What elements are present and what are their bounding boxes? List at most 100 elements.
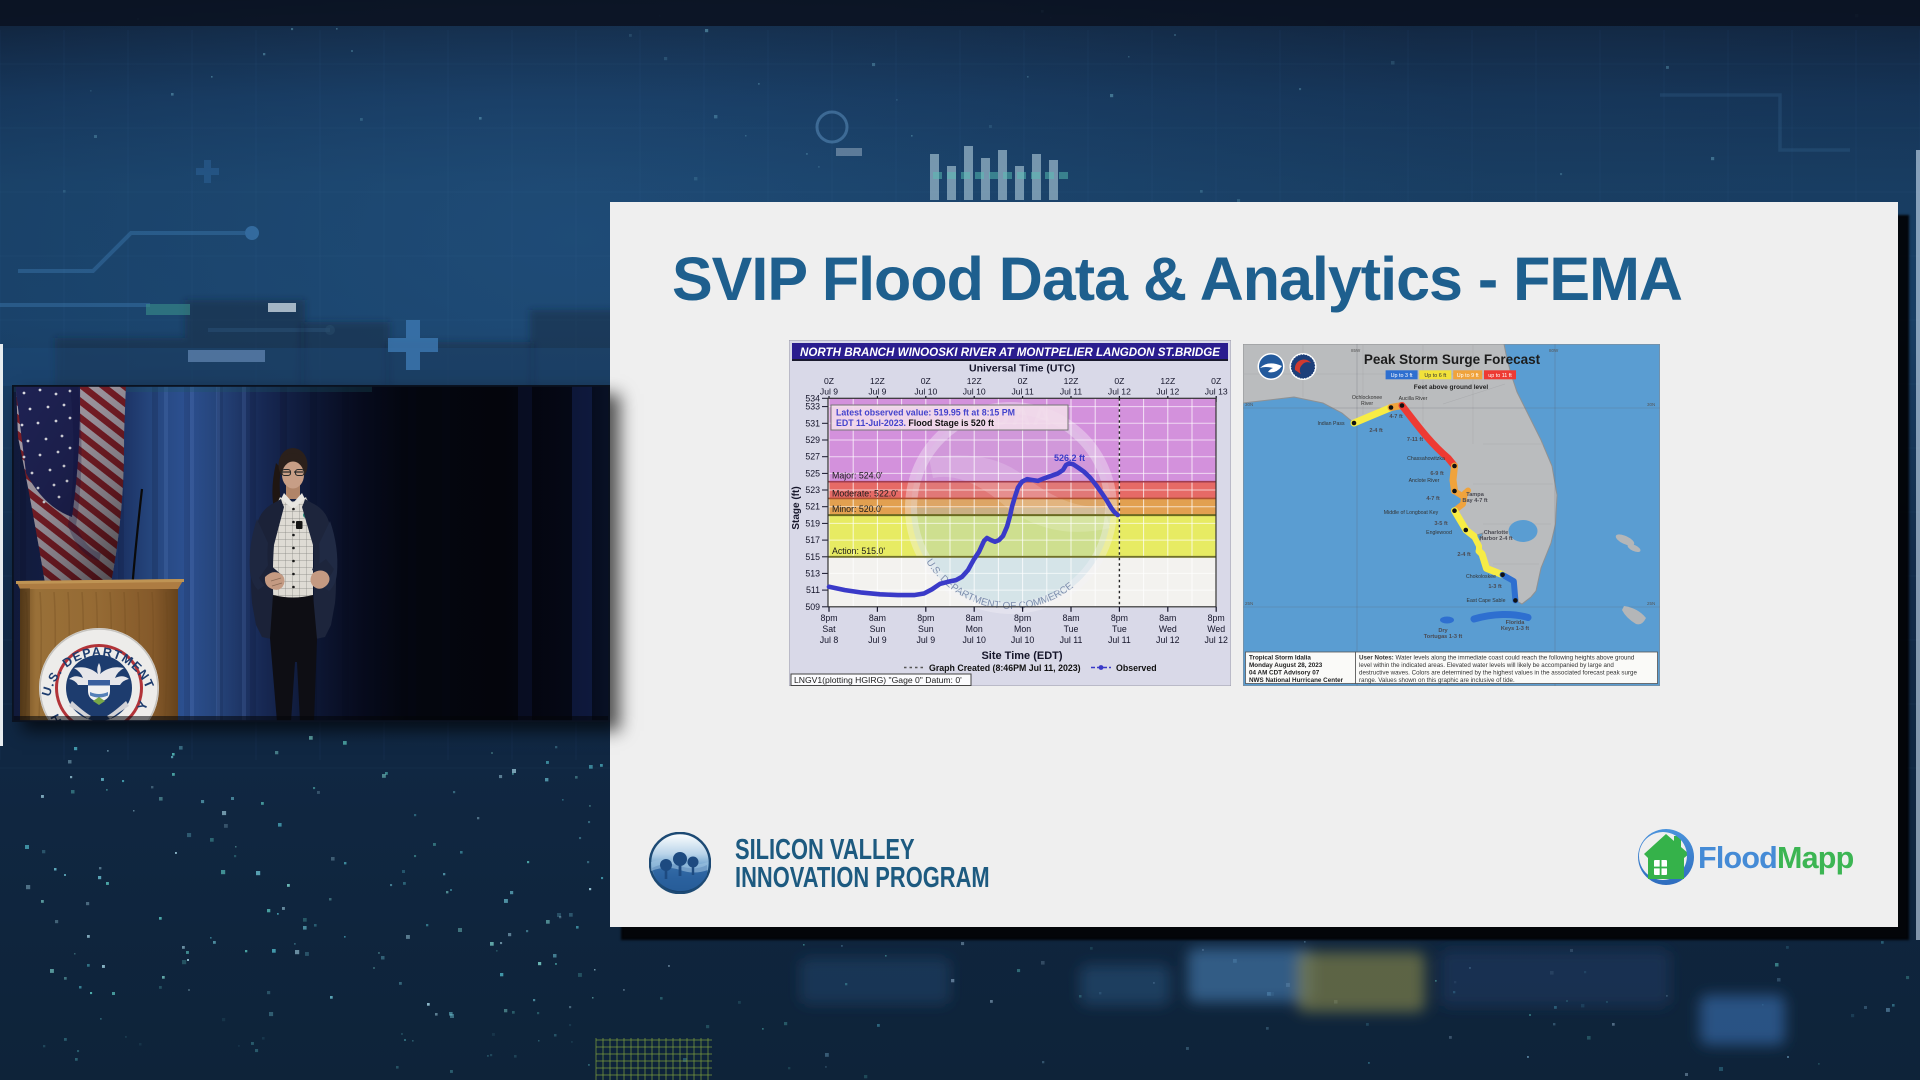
svg-text:8pm: 8pm (1111, 613, 1128, 623)
svg-text:511: 511 (806, 585, 820, 595)
svg-text:Tropical Storm Idalia: Tropical Storm Idalia (1249, 655, 1311, 662)
svg-text:8am: 8am (869, 613, 886, 623)
svg-text:4-7 ft: 4-7 ft (1426, 496, 1440, 502)
svg-text:8am: 8am (1159, 613, 1176, 623)
svg-text:2-4 ft: 2-4 ft (1457, 552, 1471, 558)
svg-text:Tortugas 1-3 ft: Tortugas 1-3 ft (1424, 634, 1463, 640)
svg-text:2-4 ft: 2-4 ft (1369, 428, 1383, 434)
svg-text:Up to 9 ft: Up to 9 ft (1457, 373, 1479, 379)
svg-text:25N: 25N (1647, 601, 1655, 606)
svg-text:Jul 11: Jul 11 (1011, 387, 1034, 397)
svg-text:Mon: Mon (1014, 624, 1031, 634)
svg-text:30N: 30N (1245, 402, 1253, 407)
svg-text:up to 11 ft: up to 11 ft (1488, 373, 1512, 379)
svg-text:Graph Created (8:46PM Jul 11,: Graph Created (8:46PM Jul 11, 2023) (929, 663, 1081, 673)
svg-text:80W: 80W (1549, 348, 1559, 353)
svg-text:Up to 6 ft: Up to 6 ft (1424, 373, 1446, 379)
svg-text:NORTH BRANCH WINOOSKI RIVER AT: NORTH BRANCH WINOOSKI RIVER AT MONTPELIE… (800, 346, 1221, 359)
svg-text:Jul 11: Jul 11 (1060, 635, 1083, 645)
svg-text:Indian Pass: Indian Pass (1317, 421, 1345, 427)
svg-text:521: 521 (805, 502, 820, 512)
svg-text:Up to 3 ft: Up to 3 ft (1391, 373, 1413, 379)
svg-text:527: 527 (805, 452, 820, 462)
svg-text:Jul 11: Jul 11 (1108, 635, 1131, 645)
svg-text:Sat: Sat (822, 624, 836, 634)
svg-text:Charlotte: Charlotte (1484, 530, 1509, 536)
svg-text:531: 531 (805, 418, 820, 428)
svg-text:8pm: 8pm (1208, 613, 1225, 623)
svg-text:12Z: 12Z (1064, 376, 1079, 386)
svg-text:Moderate: 522.0': Moderate: 522.0' (832, 488, 898, 498)
svg-text:Harbor 2-4 ft: Harbor 2-4 ft (1479, 536, 1512, 542)
svg-text:Ochlockonee: Ochlockonee (1352, 395, 1382, 401)
svg-text:Jul 12: Jul 12 (1156, 387, 1179, 397)
svg-text:525: 525 (805, 468, 820, 478)
svg-text:Chokoloskee: Chokoloskee (1466, 574, 1496, 580)
svg-text:Site Time (EDT): Site Time (EDT) (981, 650, 1062, 662)
svg-text:8pm: 8pm (1014, 613, 1031, 623)
svg-text:Universal Time (UTC): Universal Time (UTC) (969, 363, 1075, 375)
svg-text:Jul 10: Jul 10 (962, 635, 986, 645)
svg-text:Anclote River: Anclote River (1409, 478, 1440, 484)
svg-text:Latest observed value: 519.95: Latest observed value: 519.95 ft at 8:15… (836, 408, 1015, 418)
svg-text:513: 513 (805, 568, 820, 578)
svg-text:Tampa: Tampa (1466, 492, 1485, 498)
svg-text:523: 523 (805, 485, 820, 495)
svg-text:Minor: 520.0': Minor: 520.0' (832, 504, 883, 514)
svg-text:526.2 ft: 526.2 ft (1054, 453, 1085, 463)
svg-text:Sun: Sun (870, 624, 886, 634)
svg-text:Jul 9: Jul 9 (917, 635, 936, 645)
svg-text:Jul 13: Jul 13 (1205, 387, 1228, 397)
svg-text:85W: 85W (1351, 348, 1361, 353)
svg-text:User Notes: Water levels along: User Notes: Water levels along the immed… (1359, 655, 1635, 662)
svg-text:12Z: 12Z (870, 376, 885, 386)
svg-text:NWS National Hurricane Center: NWS National Hurricane Center (1249, 677, 1344, 684)
svg-text:515: 515 (805, 552, 820, 562)
svg-text:Major: 524.0': Major: 524.0' (832, 471, 883, 481)
svg-text:517: 517 (805, 535, 820, 545)
svg-text:Tue: Tue (1064, 624, 1079, 634)
svg-text:level within the indicated are: level within the indicated areas. Elevat… (1359, 662, 1614, 669)
svg-text:River: River (1361, 401, 1373, 407)
svg-text:Jul 10: Jul 10 (963, 387, 986, 397)
svg-text:8am: 8am (1062, 613, 1079, 623)
svg-text:Jul 12: Jul 12 (1204, 635, 1228, 645)
svg-text:Peak Storm Surge Forecast: Peak Storm Surge Forecast (1364, 352, 1541, 367)
svg-text:509: 509 (805, 602, 820, 612)
svg-text:Jul 9: Jul 9 (820, 387, 838, 397)
svg-text:12Z: 12Z (1160, 376, 1175, 386)
svg-text:534: 534 (805, 393, 820, 403)
svg-text:8am: 8am (966, 613, 983, 623)
svg-text:EDT 11-Jul-2023. Flood Stage i: EDT 11-Jul-2023. Flood Stage is 520 ft (836, 418, 994, 428)
svg-text:Chassahowitzka: Chassahowitzka (1407, 456, 1445, 462)
svg-text:Keys 1-3 ft: Keys 1-3 ft (1501, 626, 1529, 632)
svg-text:range. Values shown on this gr: range. Values shown on this graphic are … (1359, 677, 1515, 684)
svg-text:Jul 10: Jul 10 (1011, 635, 1035, 645)
svg-text:FloodMapp: FloodMapp (1698, 841, 1854, 875)
svg-text:Stage (ft): Stage (ft) (791, 486, 802, 529)
svg-text:0Z: 0Z (1211, 376, 1221, 386)
svg-text:1-3 ft: 1-3 ft (1488, 584, 1502, 590)
svg-text:LNGV1(plotting HGIRG) "Gage 0": LNGV1(plotting HGIRG) "Gage 0" Datum: 0' (794, 675, 962, 685)
svg-text:7-11 ft: 7-11 ft (1407, 437, 1423, 443)
svg-text:East Cape Sable: East Cape Sable (1467, 598, 1506, 604)
svg-text:Tue: Tue (1112, 624, 1127, 634)
svg-text:30N: 30N (1647, 402, 1655, 407)
svg-text:Monday August 28, 2023: Monday August 28, 2023 (1249, 662, 1323, 669)
svg-text:Observed: Observed (1116, 663, 1157, 673)
svg-text:Wed: Wed (1159, 624, 1177, 634)
svg-text:25N: 25N (1245, 601, 1253, 606)
svg-text:12Z: 12Z (967, 376, 982, 386)
svg-text:Jul 11: Jul 11 (1060, 387, 1083, 397)
svg-text:529: 529 (805, 435, 820, 445)
svg-text:Action: 515.0': Action: 515.0' (832, 546, 885, 556)
svg-text:Jul 8: Jul 8 (820, 635, 839, 645)
svg-text:destructive waves. Colors are: destructive waves. Colors are determined… (1359, 670, 1637, 677)
svg-text:Florida: Florida (1506, 620, 1526, 626)
svg-text:Dry: Dry (1438, 628, 1448, 634)
svg-text:Aucilla River: Aucilla River (1399, 396, 1428, 402)
svg-text:0Z: 0Z (921, 376, 931, 386)
svg-text:Mon: Mon (966, 624, 983, 634)
svg-text:Jul 9: Jul 9 (868, 387, 886, 397)
svg-text:Jul 9: Jul 9 (868, 635, 887, 645)
